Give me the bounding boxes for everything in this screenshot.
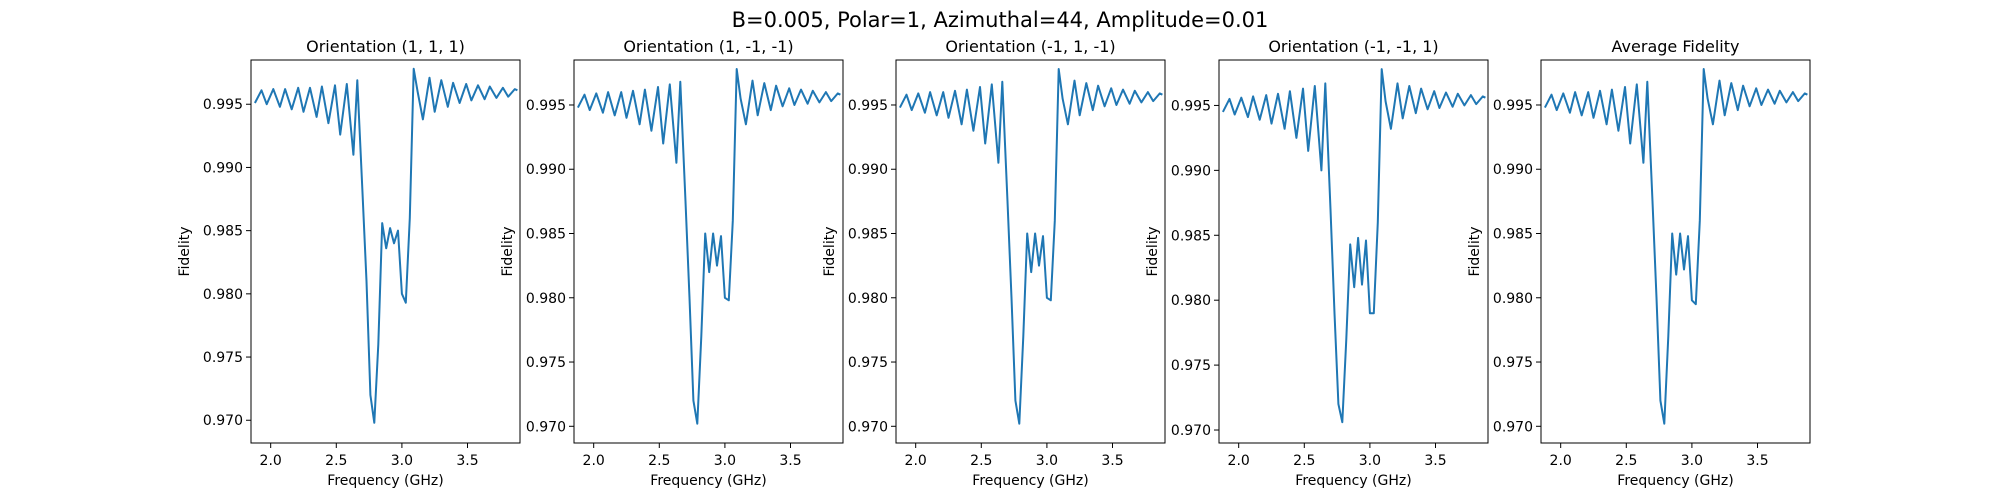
panel-title: Average Fidelity xyxy=(1612,37,1740,56)
axes-frame xyxy=(895,59,1166,444)
axes-frame xyxy=(1540,59,1811,444)
series-line-1 xyxy=(577,68,841,425)
x-tick-label: 2.5 xyxy=(1615,453,1637,469)
y-tick-label: 0.970 xyxy=(203,413,243,429)
y-tick-label: 0.985 xyxy=(848,227,888,243)
y-tick-label: 0.990 xyxy=(526,162,566,178)
series-line-1 xyxy=(254,67,518,424)
x-tick-label: 3.0 xyxy=(1036,453,1058,469)
x-axis-label: Frequency (GHz) xyxy=(1295,473,1411,489)
y-tick-label: 0.995 xyxy=(203,97,243,113)
x-tick-label: 2.5 xyxy=(325,453,347,469)
y-tick-label: 0.985 xyxy=(203,224,243,240)
x-axis-label: Frequency (GHz) xyxy=(972,473,1088,489)
panel-3: Orientation (-1, 1, -1) 2.0 2.5 3.0 3.5 0.970… xyxy=(822,37,1166,489)
y-tick-label: 0.995 xyxy=(1493,98,1533,114)
x-tick-label: 3.0 xyxy=(1681,453,1703,469)
y-tick-label: 0.990 xyxy=(1493,162,1533,178)
x-tick-label: 2.5 xyxy=(970,453,992,469)
y-tick-label: 0.980 xyxy=(1171,293,1211,309)
figure-suptitle: B=0.005, Polar=1, Azimuthal=44, Amplitud… xyxy=(732,8,1269,32)
axes-frame xyxy=(1218,59,1489,444)
x-tick-label: 3.0 xyxy=(391,453,413,469)
y-tick-label: 0.970 xyxy=(526,419,566,435)
y-axis-label: Fidelity xyxy=(500,227,516,277)
y-tick-label: 0.970 xyxy=(848,419,888,435)
y-tick-label: 0.975 xyxy=(1493,355,1533,371)
y-tick-label: 0.975 xyxy=(848,355,888,371)
axes-frame xyxy=(573,59,844,444)
y-tick-label: 0.975 xyxy=(203,350,243,366)
x-axis-label: Frequency (GHz) xyxy=(650,473,766,489)
y-tick-label: 0.995 xyxy=(526,98,566,114)
y-axis-label: Fidelity xyxy=(1467,227,1483,277)
panel-title: Orientation (1, 1, 1) xyxy=(306,37,465,56)
y-axis-label: Fidelity xyxy=(822,227,838,277)
y-tick-label: 0.970 xyxy=(1171,423,1211,439)
y-tick-label: 0.980 xyxy=(1493,291,1533,307)
y-tick-label: 0.975 xyxy=(1171,358,1211,374)
x-tick-label: 2.0 xyxy=(260,453,282,469)
y-tick-label: 0.990 xyxy=(848,162,888,178)
panel-2: Orientation (1, -1, -1) 2.0 2.5 3.0 3.5 0.970… xyxy=(500,37,844,489)
x-tick-label: 3.0 xyxy=(714,453,736,469)
panel-1: Orientation (1, 1, 1) 2.0 2.5 3.0 3.5 0.970 0.… xyxy=(177,37,521,489)
y-tick-label: 0.990 xyxy=(203,160,243,176)
y-tick-label: 0.990 xyxy=(1171,163,1211,179)
x-tick-label: 2.0 xyxy=(1550,453,1572,469)
y-axis-label: Fidelity xyxy=(177,227,193,277)
series-line-1 xyxy=(1222,68,1486,424)
y-tick-label: 0.995 xyxy=(1171,98,1211,114)
y-tick-label: 0.985 xyxy=(1171,228,1211,244)
y-tick-label: 0.980 xyxy=(526,291,566,307)
y-tick-label: 0.970 xyxy=(1493,419,1533,435)
panel-5: Average Fidelity 2.0 2.5 3.0 3.5 0.970 0.975 0.… xyxy=(1467,37,1811,489)
series-line-1 xyxy=(899,68,1163,425)
panel-title: Orientation (-1, 1, -1) xyxy=(945,37,1115,56)
y-axis-label: Fidelity xyxy=(1145,227,1161,277)
x-axis-label: Frequency (GHz) xyxy=(327,473,443,489)
x-tick-label: 2.5 xyxy=(1293,453,1315,469)
x-tick-label: 2.5 xyxy=(648,453,670,469)
x-tick-label: 3.5 xyxy=(779,453,801,469)
x-tick-label: 3.0 xyxy=(1359,453,1381,469)
axes-frame xyxy=(250,59,521,444)
panel-4: Orientation (-1, -1, 1) 2.0 2.5 3.0 3.5 0.970… xyxy=(1145,37,1489,489)
panel-title: Orientation (1, -1, -1) xyxy=(623,37,793,56)
y-tick-label: 0.985 xyxy=(1493,227,1533,243)
x-tick-label: 3.5 xyxy=(456,453,478,469)
x-tick-label: 2.0 xyxy=(583,453,605,469)
x-tick-label: 2.0 xyxy=(1228,453,1250,469)
series-line-1 xyxy=(1544,68,1808,425)
y-tick-label: 0.975 xyxy=(526,355,566,371)
y-tick-label: 0.980 xyxy=(203,287,243,303)
x-tick-label: 3.5 xyxy=(1746,453,1768,469)
y-tick-label: 0.995 xyxy=(848,98,888,114)
y-tick-label: 0.980 xyxy=(848,291,888,307)
y-tick-label: 0.985 xyxy=(526,227,566,243)
x-tick-label: 3.5 xyxy=(1424,453,1446,469)
panel-title: Orientation (-1, -1, 1) xyxy=(1268,37,1438,56)
x-tick-label: 2.0 xyxy=(905,453,927,469)
x-tick-label: 3.5 xyxy=(1101,453,1123,469)
x-axis-label: Frequency (GHz) xyxy=(1617,473,1733,489)
